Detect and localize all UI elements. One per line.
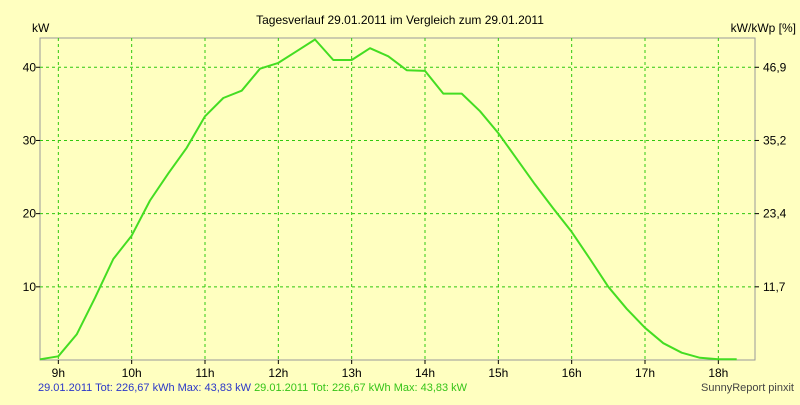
x-tick-label: 9h <box>52 366 65 380</box>
grid-lines <box>40 38 755 360</box>
x-tick-label: 10h <box>122 366 142 380</box>
legend-series-2: 29.01.2011 Tot: 226,67 kWh Max: 43,83 kW <box>254 382 468 394</box>
x-tick-label: 11h <box>195 366 214 380</box>
x-tick-label: 15h <box>488 366 508 380</box>
y-tick-label-right: 11,7 <box>763 280 786 294</box>
y-axis-label-right: kW/kWp [%] <box>731 21 796 35</box>
series-group <box>39 38 737 361</box>
legend-footer: 29.01.2011 Tot: 226,67 kWh Max: 43,83 kW… <box>38 382 467 394</box>
y-tick-label-left: 30 <box>23 133 37 147</box>
plot-area <box>39 37 756 361</box>
x-tick-label: 13h <box>342 366 362 380</box>
y-tick-label-right: 35,2 <box>763 133 787 147</box>
y-axis-label-left: kW <box>32 21 50 35</box>
series-line-1 <box>39 38 737 361</box>
y-tick-label-right: 46,9 <box>763 60 787 74</box>
y-tick-label-left: 10 <box>23 280 37 294</box>
y-tick-label-left: 20 <box>23 207 37 221</box>
x-tick-label: 14h <box>415 366 435 380</box>
chart-title: Tagesverlauf 29.01.2011 im Vergleich zum… <box>256 13 544 27</box>
legend-series-1: 29.01.2011 Tot: 226,67 kWh Max: 43,83 kW <box>38 382 251 394</box>
x-tick-label: 12h <box>268 366 288 380</box>
x-tick-label: 17h <box>635 366 655 380</box>
credit-text: SunnyReport pinxit <box>701 382 794 394</box>
y-tick-label-left: 40 <box>23 60 37 74</box>
x-tick-label: 16h <box>562 366 582 380</box>
axis-ticks: 9h 10h 11h 12h 13h 14h 15h 16h 17h 18h 10 11,7 20 23,… <box>23 60 787 380</box>
y-tick-label-right: 23,4 <box>763 207 787 221</box>
x-tick-label: 18h <box>708 366 728 380</box>
